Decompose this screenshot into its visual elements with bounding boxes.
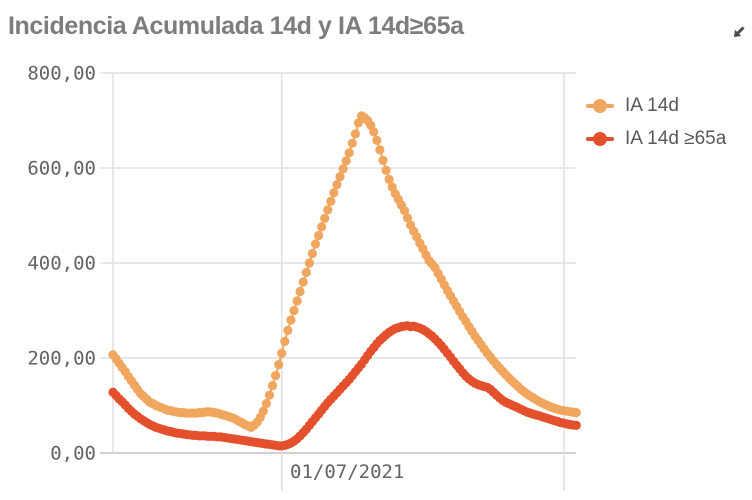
plot-area [100, 72, 581, 491]
data-point[interactable] [307, 248, 317, 259]
x-axis: 01/07/2021 [290, 461, 404, 483]
expand-arrow-icon[interactable] [732, 24, 747, 39]
y-axis-tick-label: 800,00 [27, 63, 96, 85]
data-point[interactable] [310, 239, 321, 249]
data-point[interactable] [317, 222, 327, 232]
data-point[interactable] [323, 205, 333, 215]
data-point[interactable] [295, 286, 305, 297]
data-point[interactable] [571, 420, 581, 430]
y-axis-tick-label: 400,00 [27, 253, 96, 275]
data-point[interactable] [372, 135, 382, 145]
data-point[interactable] [353, 118, 363, 128]
data-point[interactable] [344, 148, 354, 158]
data-point[interactable] [378, 155, 388, 165]
data-point[interactable] [329, 188, 339, 198]
legend-marker-icon [586, 131, 614, 146]
legend-item-ia-14d[interactable]: IA 14d [586, 89, 726, 122]
data-point[interactable] [286, 315, 296, 325]
data-point[interactable] [347, 138, 357, 148]
data-point[interactable] [571, 408, 581, 418]
data-point[interactable] [332, 180, 342, 190]
data-point[interactable] [341, 156, 351, 166]
data-point[interactable] [280, 336, 290, 346]
series-ia-14d-65a[interactable] [108, 321, 581, 451]
data-point[interactable] [320, 213, 330, 223]
legend: IA 14d IA 14d ≥65a [586, 89, 726, 155]
arrow-sw-glyph [734, 26, 745, 37]
x-axis-tick-label: 01/07/2021 [290, 461, 404, 483]
legend-item-ia-14d-65a[interactable]: IA 14d ≥65a [586, 122, 726, 155]
data-point[interactable] [375, 145, 385, 155]
legend-label: IA 14d ≥65a [625, 127, 727, 149]
data-point[interactable] [298, 277, 308, 287]
data-point[interactable] [402, 213, 413, 223]
legend-label: IA 14d [625, 94, 679, 116]
data-point[interactable] [381, 165, 391, 175]
y-axis: 800,00 600,00 400,00 200,00 0,00 [27, 63, 96, 465]
y-axis-tick-label: 600,00 [27, 158, 96, 180]
data-point[interactable] [304, 258, 314, 268]
data-point[interactable] [274, 360, 284, 370]
page-title: Incidencia Acumulada 14d y IA 14d≥65a [8, 12, 464, 40]
data-point[interactable] [369, 127, 379, 137]
data-point[interactable] [314, 230, 324, 241]
data-point[interactable] [271, 371, 281, 381]
legend-marker-icon [586, 98, 614, 113]
data-point[interactable] [258, 406, 268, 416]
data-point[interactable] [283, 325, 293, 335]
series-ia-14d[interactable] [108, 111, 581, 432]
data-point[interactable] [335, 172, 345, 182]
data-point[interactable] [326, 196, 336, 206]
data-point[interactable] [267, 381, 278, 391]
data-point[interactable] [399, 206, 410, 216]
data-point[interactable] [338, 164, 348, 174]
data-point[interactable] [301, 267, 311, 278]
data-point[interactable] [289, 305, 299, 316]
data-point[interactable] [384, 174, 394, 184]
data-point[interactable] [292, 296, 302, 306]
data-point[interactable] [350, 129, 360, 139]
data-point[interactable] [261, 399, 271, 409]
data-point[interactable] [277, 348, 287, 358]
y-axis-tick-label: 200,00 [27, 348, 96, 370]
y-axis-tick-label: 0,00 [50, 443, 96, 465]
data-point[interactable] [264, 390, 275, 400]
